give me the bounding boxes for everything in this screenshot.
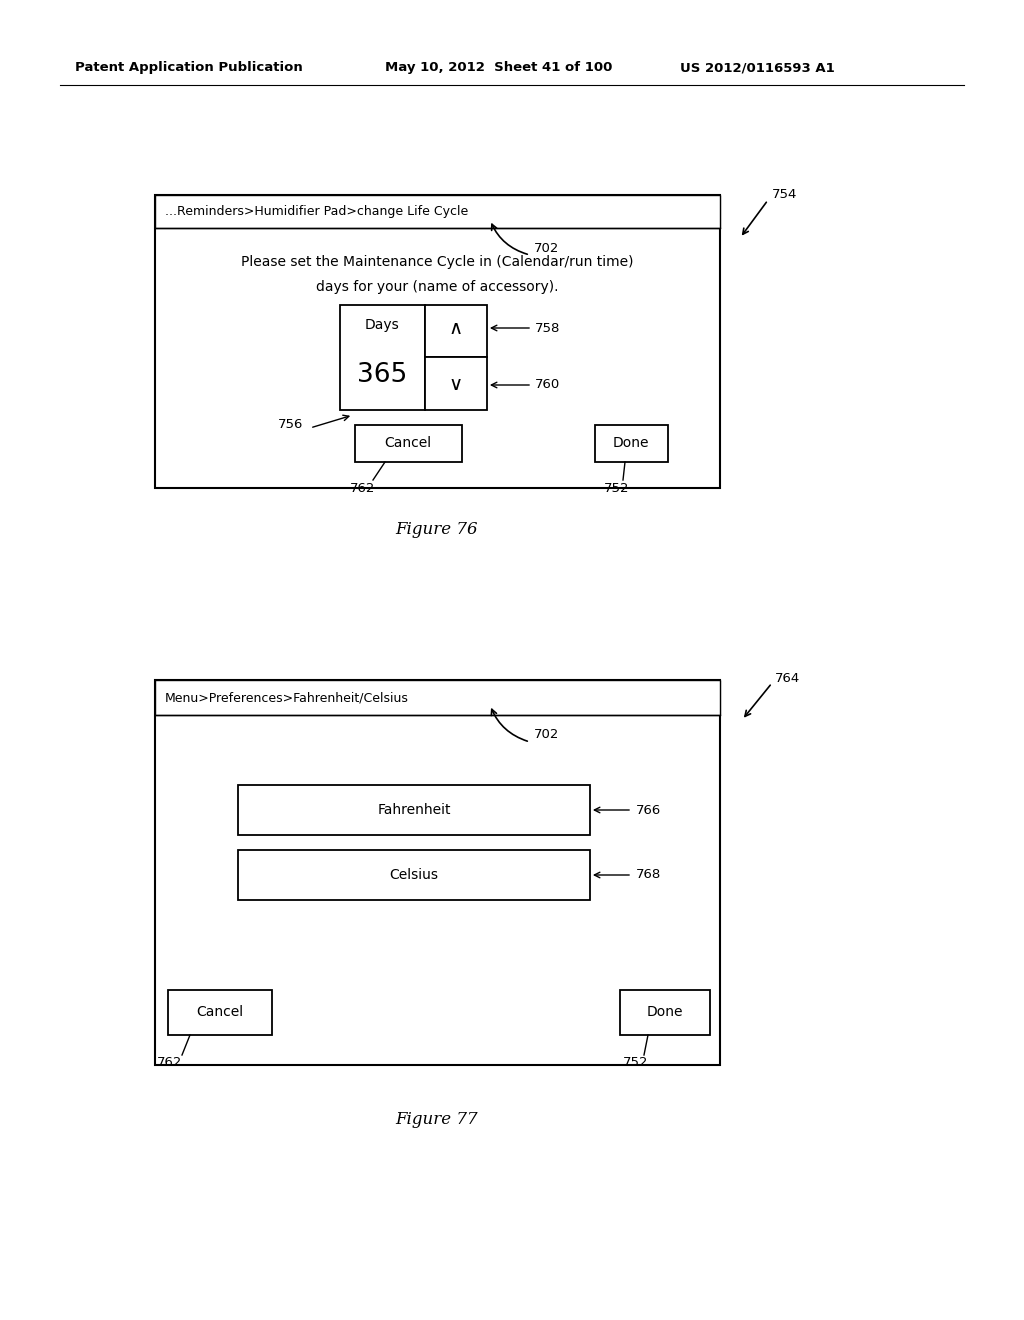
Text: Days: Days: [365, 318, 399, 333]
Text: 756: 756: [278, 417, 303, 430]
Bar: [425, 356, 487, 411]
Text: 760: 760: [535, 379, 560, 392]
Text: Cancel: Cancel: [197, 1005, 244, 1019]
Text: Figure 77: Figure 77: [395, 1111, 478, 1129]
Text: 762: 762: [350, 482, 376, 495]
Bar: [340, 305, 425, 411]
Text: 762: 762: [158, 1056, 182, 1069]
Bar: [155, 680, 720, 715]
Text: Celsius: Celsius: [389, 869, 438, 882]
Text: 766: 766: [636, 804, 662, 817]
Bar: [595, 425, 668, 462]
Text: ...Reminders>Humidifier Pad>change Life Cycle: ...Reminders>Humidifier Pad>change Life …: [165, 206, 468, 219]
Text: Please set the Maintenance Cycle in (Calendar/run time): Please set the Maintenance Cycle in (Cal…: [241, 255, 633, 269]
Bar: [425, 305, 487, 356]
Text: 758: 758: [535, 322, 560, 334]
Text: Done: Done: [612, 436, 649, 450]
Text: Figure 76: Figure 76: [395, 521, 478, 539]
Text: Patent Application Publication: Patent Application Publication: [75, 62, 303, 74]
Bar: [238, 850, 590, 900]
Text: ∧: ∧: [449, 318, 463, 338]
Text: 702: 702: [534, 729, 559, 742]
Text: Fahrenheit: Fahrenheit: [377, 803, 451, 817]
Text: US 2012/0116593 A1: US 2012/0116593 A1: [680, 62, 835, 74]
Text: Done: Done: [647, 1005, 683, 1019]
Text: Cancel: Cancel: [384, 436, 431, 450]
Bar: [155, 195, 720, 228]
Text: 754: 754: [772, 189, 798, 202]
Text: 752: 752: [624, 1056, 649, 1069]
Bar: [620, 990, 710, 1035]
Text: Menu>Preferences>Fahrenheit/Celsius: Menu>Preferences>Fahrenheit/Celsius: [165, 692, 409, 705]
Bar: [238, 785, 590, 836]
Text: days for your (name of accessory).: days for your (name of accessory).: [315, 280, 558, 294]
Text: 702: 702: [534, 242, 559, 255]
Text: 752: 752: [604, 482, 630, 495]
Text: May 10, 2012  Sheet 41 of 100: May 10, 2012 Sheet 41 of 100: [385, 62, 612, 74]
Text: 365: 365: [357, 362, 408, 388]
Bar: [168, 990, 272, 1035]
Text: 764: 764: [775, 672, 800, 685]
Bar: [355, 425, 462, 462]
Bar: [155, 195, 720, 488]
Bar: [155, 680, 720, 1065]
Text: 768: 768: [636, 869, 662, 882]
Text: ∨: ∨: [449, 375, 463, 395]
